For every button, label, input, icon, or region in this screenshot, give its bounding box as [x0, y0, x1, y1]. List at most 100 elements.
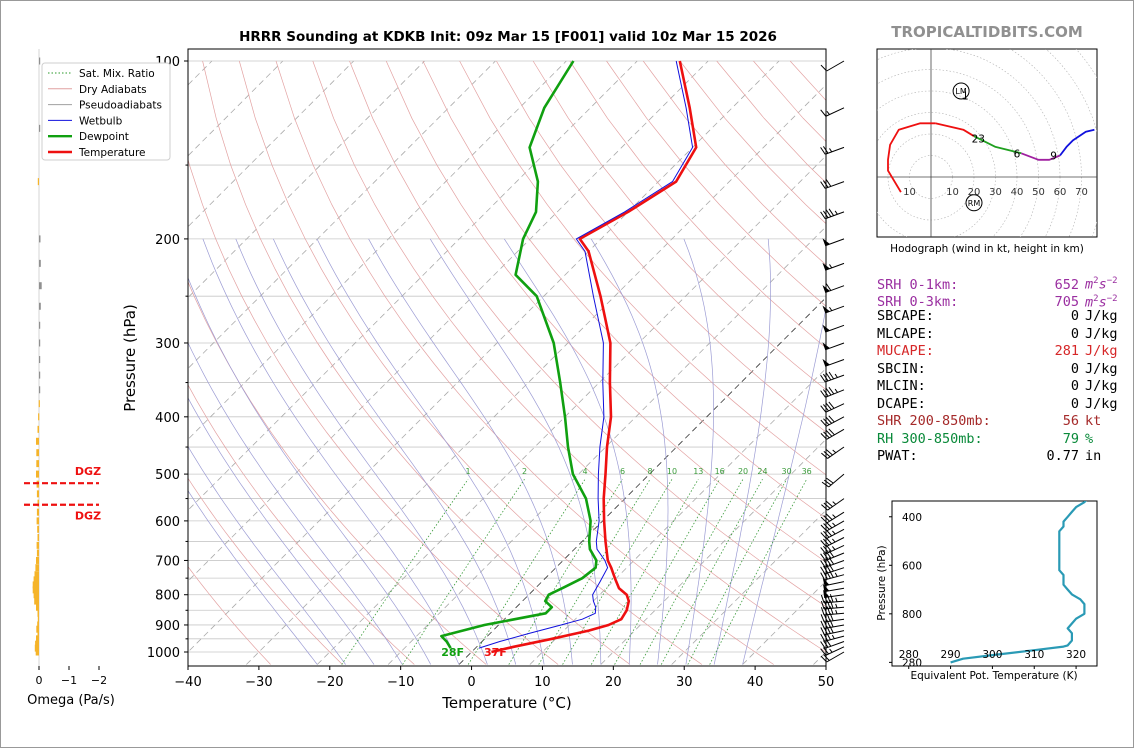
legend-label: Dry Adiabats [79, 84, 147, 96]
index-unit: J/kg [1085, 395, 1118, 412]
index-unit: % [1085, 430, 1094, 447]
barb-pennant [822, 358, 830, 367]
moist-adiabat [590, 238, 669, 665]
barb-flag [829, 594, 834, 603]
barb-flag [823, 545, 829, 553]
barb-half-flag [832, 501, 837, 505]
legend-label: Temperature [78, 147, 146, 159]
omega-bar [39, 356, 41, 364]
storm-motion-label: RM [968, 199, 981, 208]
wind-barb [820, 179, 845, 189]
hodograph-grid: 10 10 20 30 40 50 60 70 1 23 6 9 LM RM [877, 49, 1097, 237]
index-row: MLCIN: 0 J/kg [877, 378, 1118, 396]
barb-flag [820, 594, 825, 604]
omega-bar [34, 644, 39, 652]
barb-half-flag [826, 111, 830, 115]
isotherm [188, 60, 780, 653]
omega-bar [39, 235, 41, 243]
barb-flag [820, 540, 827, 547]
barb-flag [820, 572, 826, 581]
omega-bar [35, 648, 39, 656]
mixing-ratio-label: 13 [693, 467, 703, 476]
barb-half-flag [834, 210, 838, 215]
legend-label: Sat. Mix. Ratio [79, 68, 155, 80]
barb-flag [828, 428, 835, 436]
profile-dewpoint [440, 60, 598, 649]
y-tick-label: 700 [155, 554, 180, 569]
hodograph-trace [935, 122, 975, 137]
omega-bar [37, 525, 39, 533]
barb-flag [823, 502, 831, 509]
barb-staff [826, 511, 845, 524]
hodograph-trace [1020, 152, 1061, 161]
barb-pennant [822, 262, 830, 271]
barb-flag [825, 500, 833, 508]
wind-barb [820, 651, 845, 663]
storm-motion-marker [952, 82, 970, 100]
dry-adiabat [569, 60, 826, 349]
isotherm [246, 84, 826, 665]
omega-bar [36, 541, 39, 549]
barb-half-flag [834, 373, 838, 378]
barb-staff [824, 600, 845, 604]
omega-bar [32, 586, 39, 594]
barb-flag [822, 210, 829, 218]
index-label: SHR 200-850mb: [877, 413, 991, 429]
barb-staff [825, 552, 845, 561]
barb-staff [825, 389, 845, 398]
wind-barb [820, 401, 845, 413]
barb-staff [824, 574, 845, 581]
surface-dewpoint-label: 28F [441, 646, 464, 659]
barb-staff [824, 612, 845, 616]
dry-adiabat [385, 60, 826, 563]
barb-flag [822, 146, 829, 154]
omega-bar [33, 591, 39, 599]
barb-flag [823, 515, 830, 522]
barb-half-flag [835, 609, 838, 615]
omega-bar [35, 564, 39, 572]
omega-bar [37, 425, 39, 433]
moist-adiabat [429, 238, 602, 665]
hodograph-trace [887, 122, 936, 193]
isotherm [458, 296, 826, 665]
wind-barb [822, 342, 845, 351]
index-row: SBCIN: 0 J/kg [877, 361, 1118, 379]
isotherm [188, 60, 496, 370]
barb-flag [820, 607, 825, 616]
omega-bar [36, 635, 39, 643]
barb-half-flag [832, 530, 836, 535]
barb-half-flag [832, 538, 836, 543]
omega-bar [39, 124, 41, 132]
mixing-ratio-line [467, 478, 586, 665]
omega-bar [37, 609, 39, 617]
barb-flag [828, 208, 835, 216]
barb-flag [823, 530, 830, 538]
barb-flag [822, 180, 829, 188]
barb-half-flag [831, 634, 835, 639]
index-row: SRH 0-1km: 652 m2s−2 [877, 273, 1118, 293]
theta-e-xlabel: Equivalent Pot. Temperature (K) [910, 670, 1077, 682]
barb-half-flag [832, 522, 836, 527]
isotherm [188, 60, 709, 582]
legend-label: Wetbulb [79, 115, 123, 127]
barb-flag [820, 181, 826, 189]
barb-flag [825, 402, 832, 410]
barb-staff [824, 594, 845, 598]
index-unit: kt [1085, 413, 1102, 429]
isotherm [188, 60, 638, 511]
barb-flag [828, 386, 835, 395]
x-tick-label: −10 [387, 675, 414, 690]
wind-barb [820, 528, 845, 540]
moist-adiabat [713, 238, 771, 665]
barb-pennant [822, 285, 830, 293]
theta-e-y-tick-label: 400 [902, 512, 922, 524]
index-unit: m2s−2 [1085, 293, 1118, 311]
barb-flag [823, 450, 831, 458]
barb-staff [825, 305, 845, 314]
hodograph-trace [973, 135, 1022, 155]
omega-bar [36, 549, 39, 557]
barb-flag [825, 521, 833, 529]
wind-barb [821, 473, 845, 488]
mixing-ratio-label: 24 [757, 467, 767, 476]
dry-adiabat [606, 60, 826, 307]
